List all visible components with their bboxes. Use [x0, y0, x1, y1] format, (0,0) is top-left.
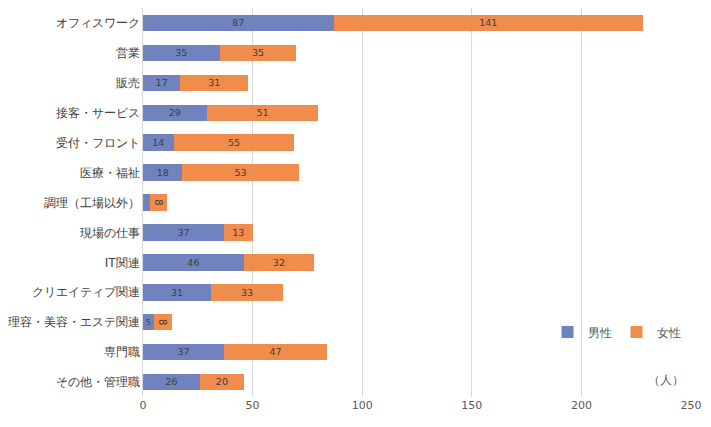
svg-text:18: 18 [157, 167, 169, 178]
svg-text:男性: 男性 [588, 326, 612, 340]
svg-text:5: 5 [146, 318, 151, 327]
svg-text:販売: 販売 [116, 76, 140, 90]
svg-text:35: 35 [175, 47, 187, 58]
svg-text:47: 47 [270, 346, 282, 357]
svg-text:51: 51 [256, 107, 268, 118]
svg-text:女性: 女性 [657, 326, 681, 340]
svg-text:調理（工場以外）: 調理（工場以外） [44, 196, 140, 210]
svg-text:31: 31 [208, 77, 220, 88]
svg-text:46: 46 [187, 257, 199, 268]
svg-text:13: 13 [232, 227, 244, 238]
svg-text:営業: 営業 [116, 46, 140, 60]
svg-text:オフィスワーク: オフィスワーク [56, 16, 140, 30]
svg-text:37: 37 [178, 346, 190, 357]
svg-text:87: 87 [232, 17, 244, 28]
svg-text:26: 26 [165, 376, 177, 387]
svg-text:17: 17 [156, 77, 168, 88]
svg-text:250: 250 [681, 399, 702, 412]
svg-text:53: 53 [234, 167, 246, 178]
svg-text:0: 0 [140, 399, 147, 412]
svg-text:その他・管理職: その他・管理職 [56, 375, 140, 389]
svg-text:50: 50 [246, 399, 260, 412]
svg-text:クリエイティブ関連: クリエイティブ関連 [32, 285, 140, 299]
svg-text:医療・福祉: 医療・福祉 [80, 166, 140, 180]
svg-text:141: 141 [479, 17, 497, 28]
svg-text:37: 37 [178, 227, 190, 238]
svg-text:現場の仕事: 現場の仕事 [80, 226, 140, 240]
svg-text:29: 29 [169, 107, 181, 118]
svg-text:IT関連: IT関連 [105, 256, 140, 270]
svg-text:理容・美容・エステ関連: 理容・美容・エステ関連 [8, 315, 140, 329]
svg-text:20: 20 [216, 376, 228, 387]
svg-text:専門職: 専門職 [104, 345, 140, 359]
svg-text:8: 8 [157, 319, 168, 325]
svg-text:31: 31 [171, 287, 183, 298]
svg-text:55: 55 [228, 137, 240, 148]
svg-text:受付・フロント: 受付・フロント [56, 136, 140, 150]
svg-text:3: 3 [146, 202, 147, 203]
svg-text:200: 200 [571, 399, 592, 412]
svg-text:（人）: （人） [648, 373, 684, 387]
svg-text:32: 32 [273, 257, 285, 268]
svg-text:35: 35 [252, 47, 264, 58]
svg-text:100: 100 [352, 399, 373, 412]
svg-text:33: 33 [241, 287, 253, 298]
svg-text:接客・サービス: 接客・サービス [56, 106, 140, 120]
svg-text:8: 8 [153, 199, 164, 205]
svg-text:150: 150 [461, 399, 482, 412]
svg-text:14: 14 [152, 137, 164, 148]
